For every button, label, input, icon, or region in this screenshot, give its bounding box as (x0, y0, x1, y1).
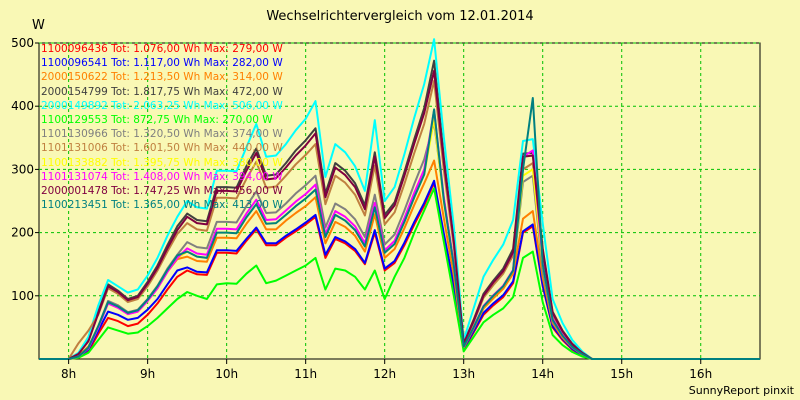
x-tick-label: 13h (452, 367, 475, 381)
x-tick-label: 9h (140, 367, 155, 381)
legend-entry-5: 2000149892 Tot: 2.063,25 Wh Max: 506,00 … (41, 99, 283, 112)
x-tick-label: 14h (531, 367, 554, 381)
y-tick-label: 200 (11, 226, 34, 240)
y-tick-label: 500 (11, 36, 34, 50)
x-tick-label: 12h (373, 367, 396, 381)
legend-entry-12: 1100213451 Tot: 1.365,00 Wh Max: 413,00 … (41, 199, 283, 212)
legend-entry-8: 1101131006 Tot: 1.601,50 Wh Max: 440,00 … (41, 142, 283, 155)
series-line-12 (39, 97, 760, 360)
footer-credit: SunnyReport pinxit (688, 384, 794, 397)
y-tick-label: 300 (11, 162, 34, 176)
x-tick-label: 11h (294, 367, 317, 381)
y-axis-label: W (32, 18, 45, 33)
x-tick-label: 10h (215, 367, 238, 381)
legend-entry-9: 1100133882 Tot: 1.395,75 Wh Max: 380,00 … (41, 156, 283, 169)
axes: 8h 9h 10h 11h 12h 13h 14h 15h 16h 100 200 300 400 500 (11, 36, 712, 381)
legend: 1100096436 Tot: 1.076,00 Wh Max: 279,00 … (41, 42, 283, 212)
y-tick-label: 400 (11, 99, 34, 113)
y-tick-label: 100 (11, 289, 34, 303)
x-tick-label: 8h (61, 367, 76, 381)
legend-entry-3: 2000150622 Tot: 1.213,50 Wh Max: 314,00 … (41, 71, 283, 84)
legend-entry-1: 1100096436 Tot: 1.076,00 Wh Max: 279,00 … (41, 43, 283, 55)
series-lines (39, 38, 760, 360)
legend-entry-11: 2000001478 Tot: 1.747,25 Wh Max: 456,00 … (41, 185, 283, 198)
chart-title: Wechselrichtervergleich vom 12.01.2014 (266, 9, 534, 24)
legend-entry-4: 2000154799 Tot: 1.817,75 Wh Max: 472,00 … (41, 85, 283, 98)
legend-entry-7: 1101130966 Tot: 1.320,50 Wh Max: 374,00 … (41, 128, 283, 141)
legend-entry-6: 1100129553 Tot: 872,75 Wh Max: 270,00 W (41, 114, 273, 127)
x-tick-label: 16h (689, 367, 712, 381)
legend-entry-10: 1101131074 Tot: 1.408,00 Wh Max: 394,00 … (41, 170, 283, 183)
x-tick-label: 15h (610, 367, 633, 381)
legend-entry-2: 1100096541 Tot: 1.117,00 Wh Max: 282,00 … (41, 57, 283, 70)
